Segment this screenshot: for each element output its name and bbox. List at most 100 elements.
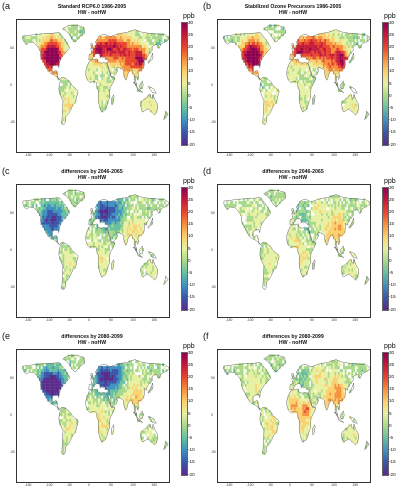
x-tick-label: 100 — [130, 318, 136, 322]
coastline-greenland — [263, 354, 286, 373]
colorbar-tick-label: 10 — [389, 68, 395, 74]
colorbar-unit-label: ppb — [183, 343, 195, 350]
colorbar-unit-label: ppb — [183, 178, 195, 185]
map-panel-d: (d differences by 2046-2065 HW - noHW -150-… — [201, 165, 402, 330]
world-map — [16, 19, 170, 153]
coastline-na — [22, 362, 71, 410]
coastlines — [223, 354, 370, 456]
world-map — [16, 349, 170, 483]
colorbar-unit-label: ppb — [384, 178, 396, 185]
coastline-australia — [341, 259, 359, 280]
colorbar-tick-label: -15 — [188, 459, 195, 465]
colorbar-tick-label: -20 — [389, 471, 396, 477]
panel-title: Standard RCP6.0 1986-2005 — [57, 4, 127, 10]
colorbar-tick-label: 15 — [188, 221, 194, 227]
panel-subtitle: HW - noHW — [278, 175, 308, 181]
ozone-field — [22, 24, 169, 125]
y-tick-label: -50 — [10, 119, 15, 124]
coastline-uk — [89, 208, 94, 215]
colorbar-tick-label: 30 — [188, 19, 194, 25]
colorbar-tick-label: 15 — [188, 386, 194, 392]
x-tick-label: -150 — [24, 318, 32, 322]
world-map — [217, 349, 371, 483]
map-panel-a: (a Standard RCP6.0 1986-2005 HW - noHW -150… — [0, 0, 201, 165]
coastline-na — [223, 32, 272, 80]
coastline-greenland — [263, 24, 286, 43]
x-tick-label: -100 — [246, 483, 254, 487]
x-tick-label: 150 — [352, 483, 358, 487]
coastline-japan — [147, 382, 154, 394]
panel-title: Stabilized Ozone Precursors 1986-2005 — [244, 4, 342, 10]
coastline-newguinea — [348, 416, 358, 424]
colorbar-tick-label: -10 — [389, 117, 396, 123]
coastline-madagascar — [312, 424, 316, 435]
coastline-indonesia — [132, 412, 143, 423]
coastline-eurasia — [289, 194, 370, 251]
colorbar-tick-label: 0 — [188, 92, 191, 98]
colorbar-tick-label: -20 — [389, 141, 396, 147]
coastline-uk — [89, 43, 94, 50]
world-map — [16, 184, 170, 318]
colorbar-unit-label: ppb — [183, 13, 195, 20]
coastline-uk — [290, 373, 295, 380]
x-tick-label: -100 — [45, 153, 53, 157]
colorbar-tick-label: -20 — [389, 306, 396, 312]
coastline-indonesia — [132, 247, 143, 258]
colorbar-tick-label: -5 — [188, 269, 193, 275]
coastline-borneo — [138, 245, 144, 255]
colorbar-tick-label: -10 — [389, 282, 396, 288]
x-tick-label: 50 — [109, 483, 113, 487]
x-tick-label: 0 — [88, 318, 90, 322]
y-tick-label: 50 — [211, 211, 215, 216]
panel-label: (f — [203, 331, 209, 341]
panel-label: (b — [203, 1, 212, 11]
world-map — [217, 184, 371, 318]
x-tick-label: 0 — [88, 483, 90, 487]
colorbar-tick-label: 20 — [389, 208, 395, 214]
colorbar-tick-label: 15 — [389, 221, 395, 227]
coastline-newguinea — [147, 416, 157, 424]
coastline-na — [223, 197, 272, 245]
colorbar-tick-label: -15 — [389, 294, 396, 300]
ozone-field — [22, 354, 168, 455]
coastline-newguinea — [147, 251, 157, 259]
colorbar-tick-label: 5 — [389, 80, 392, 86]
coastline-eurasia — [88, 359, 169, 416]
y-tick-label: 0 — [211, 248, 213, 252]
colorbar-tick-label: 0 — [389, 92, 392, 98]
x-tick-label: 100 — [130, 483, 136, 487]
coastline-sa — [58, 241, 79, 291]
coastline-sa — [259, 76, 280, 126]
colorbar-tick-label: 20 — [188, 208, 194, 214]
x-tick-label: -150 — [24, 153, 32, 157]
y-tick-label: 50 — [211, 46, 215, 51]
coastline-nz — [364, 275, 370, 285]
coastline-africa — [286, 58, 316, 113]
colorbar-tick-label: 15 — [389, 56, 395, 62]
coastline-borneo — [138, 410, 144, 420]
colorbar — [382, 22, 389, 146]
x-tick-label: -150 — [24, 483, 32, 487]
x-tick-label: -100 — [45, 318, 53, 322]
colorbar-tick-label: -15 — [188, 294, 195, 300]
x-tick-label: 0 — [289, 483, 291, 487]
coastline-greenland — [62, 354, 85, 373]
coastline-indonesia — [132, 82, 143, 93]
x-tick-label: 150 — [352, 153, 358, 157]
colorbar-tick-label: -5 — [389, 104, 394, 110]
colorbar-tick-label: 25 — [188, 196, 194, 202]
x-tick-label: 50 — [109, 318, 113, 322]
colorbar-unit-label: ppb — [384, 13, 396, 20]
coastline-greenland — [263, 189, 286, 208]
coastline-uk — [290, 208, 295, 215]
coastline-na — [223, 362, 272, 410]
coastline-africa — [85, 223, 115, 278]
panel-title: differences by 2046-2065 — [61, 169, 123, 175]
coastline-borneo — [339, 410, 345, 420]
coastline-japan — [348, 382, 355, 394]
colorbar-tick-label: 20 — [389, 373, 395, 379]
x-tick-label: -100 — [246, 318, 254, 322]
coastline-africa — [286, 223, 316, 278]
colorbar-tick-label: 25 — [389, 31, 395, 37]
colorbar-tick-label: 0 — [389, 257, 392, 263]
